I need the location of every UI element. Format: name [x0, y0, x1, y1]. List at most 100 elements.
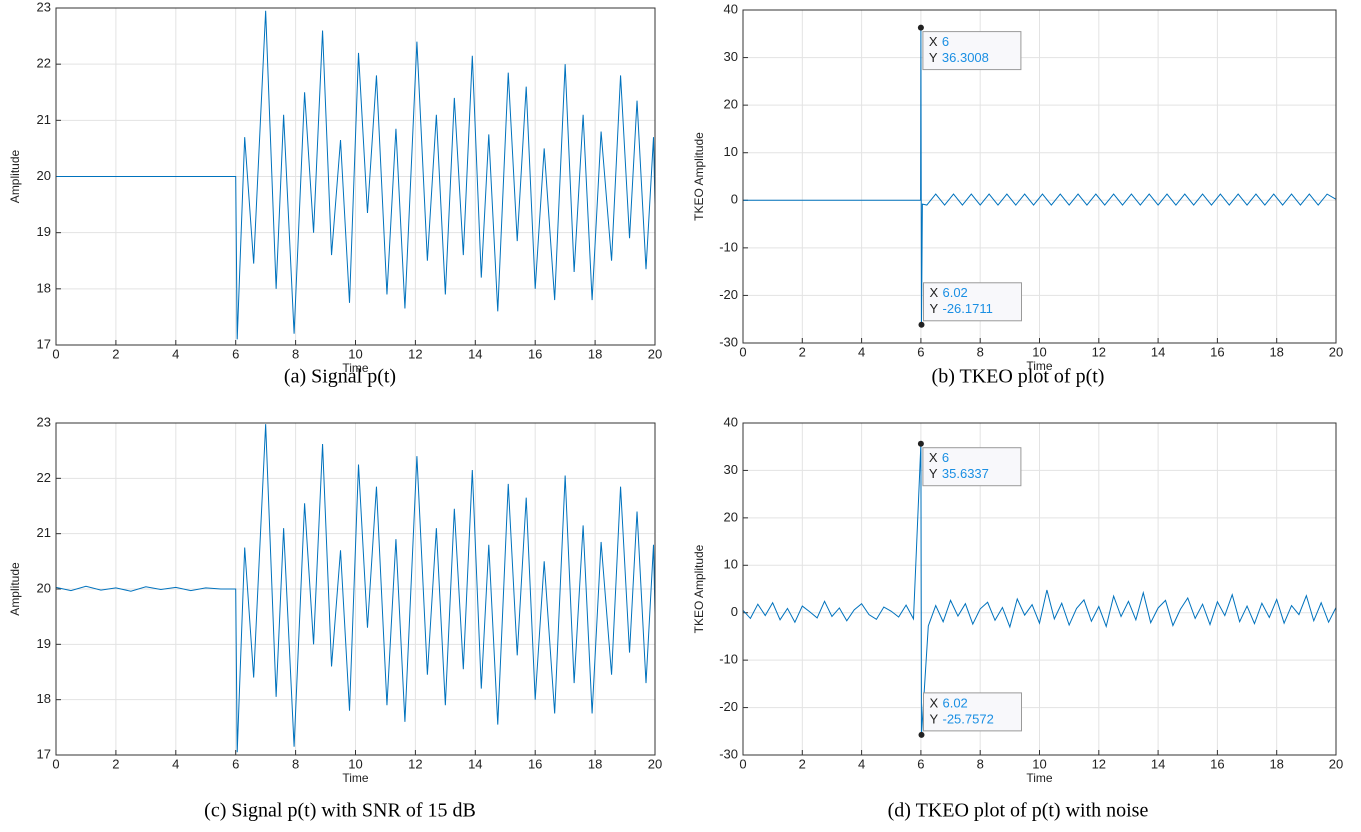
x-tick-label: 16: [528, 756, 542, 771]
x-tick-label: 18: [1269, 344, 1283, 359]
datatip-x-label: X: [929, 695, 938, 710]
data-line: [743, 27, 1337, 325]
x-tick-label: 2: [799, 756, 806, 771]
datatip-y-value: 36.3008: [942, 50, 989, 65]
x-tick-label: 6: [232, 756, 239, 771]
datatip-marker: [917, 440, 924, 447]
datatip-box: [922, 31, 1022, 71]
x-tick-label: 6: [917, 756, 924, 771]
datatip-y-value: -25.7572: [942, 711, 993, 726]
datatip-marker: [917, 24, 924, 31]
x-tick-label: 10: [1032, 344, 1046, 359]
x-tick-label: 0: [52, 756, 59, 771]
datatip-x-label: X: [929, 285, 938, 300]
y-tick-label: -10: [719, 652, 738, 667]
y-axis-label: TKEO Amplitude: [692, 132, 706, 221]
axes-box: [742, 9, 1337, 344]
y-tick-label: 21: [37, 525, 51, 540]
x-tick-label: 18: [1269, 756, 1283, 771]
y-tick-label: 0: [731, 604, 738, 619]
x-axis-label: Time: [1026, 771, 1053, 785]
x-tick-label: 0: [52, 346, 59, 361]
x-tick-label: 8: [292, 346, 299, 361]
x-tick-label: 6: [232, 346, 239, 361]
datatip-y-label: Y: [929, 711, 938, 726]
x-tick-label: 16: [1210, 756, 1224, 771]
x-tick-label: 4: [172, 346, 179, 361]
x-tick-label: 8: [977, 344, 984, 359]
x-tick-label: 20: [1329, 344, 1343, 359]
caption: (a) Signal p(t): [284, 366, 396, 388]
y-tick-label: 19: [37, 636, 51, 651]
y-tick-label: 20: [724, 97, 738, 112]
x-tick-label: 8: [292, 756, 299, 771]
datatip-x-value: 6.02: [942, 695, 967, 710]
x-axis-label: Time: [342, 771, 369, 785]
x-axis-label: Time: [1026, 359, 1053, 373]
x-tick-label: 14: [1151, 756, 1165, 771]
y-tick-label: 20: [724, 509, 738, 524]
x-tick-label: 2: [112, 346, 119, 361]
x-tick-label: 18: [588, 346, 602, 361]
datatip-y-label: Y: [929, 301, 938, 316]
y-tick-label: 40: [724, 414, 738, 429]
datatip-x-label: X: [929, 34, 938, 49]
caption: (b) TKEO plot of p(t): [932, 366, 1105, 388]
x-tick-label: 0: [739, 344, 746, 359]
datatip-y-label: Y: [929, 466, 938, 481]
x-tick-label: 2: [112, 756, 119, 771]
y-axis-label: TKEO Amplitude: [692, 544, 706, 633]
y-tick-label: 20: [37, 580, 51, 595]
x-tick-label: 4: [172, 756, 179, 771]
y-tick-label: 10: [724, 144, 738, 159]
x-tick-label: 12: [408, 346, 422, 361]
x-tick-label: 12: [1092, 756, 1106, 771]
x-tick-label: 14: [468, 346, 482, 361]
y-tick-label: 18: [37, 691, 51, 706]
y-tick-label: -20: [719, 287, 738, 302]
x-tick-label: 10: [348, 756, 362, 771]
x-tick-label: 2: [799, 344, 806, 359]
x-tick-label: 14: [468, 756, 482, 771]
x-tick-label: 12: [408, 756, 422, 771]
x-tick-label: 20: [648, 756, 662, 771]
data-line: [56, 10, 656, 340]
y-tick-label: 23: [37, 414, 51, 429]
y-tick-label: 23: [37, 0, 51, 14]
x-tick-label: 16: [528, 346, 542, 361]
x-tick-label: 10: [1032, 756, 1046, 771]
y-tick-label: 22: [37, 470, 51, 485]
y-tick-label: -10: [719, 239, 738, 254]
x-tick-label: 0: [739, 756, 746, 771]
x-tick-label: 4: [858, 756, 865, 771]
x-tick-label: 10: [348, 346, 362, 361]
y-tick-label: 30: [724, 49, 738, 64]
y-axis-label: Amplitude: [8, 150, 22, 204]
datatip-x-value: 6.02: [942, 285, 967, 300]
datatip-box: [922, 447, 1022, 487]
y-tick-label: -20: [719, 699, 738, 714]
y-tick-label: 10: [724, 557, 738, 572]
datatip-x-value: 6: [942, 450, 949, 465]
y-tick-label: 0: [731, 192, 738, 207]
x-tick-label: 14: [1151, 344, 1165, 359]
x-axis-label: Time: [342, 361, 369, 375]
y-tick-label: 40: [724, 1, 738, 16]
x-tick-label: 8: [977, 756, 984, 771]
axes-box: [55, 7, 656, 346]
datatip-box: [922, 282, 1022, 322]
y-tick-label: 17: [37, 746, 51, 761]
caption: (d) TKEO plot of p(t) with noise: [888, 800, 1149, 822]
x-tick-label: 18: [588, 756, 602, 771]
x-tick-label: 4: [858, 344, 865, 359]
x-tick-label: 20: [648, 346, 662, 361]
datatip-x-value: 6: [942, 34, 949, 49]
y-tick-label: 20: [37, 168, 51, 183]
axes-box: [55, 422, 656, 756]
x-tick-label: 12: [1092, 344, 1106, 359]
x-tick-label: 16: [1210, 344, 1224, 359]
datatip-y-value: -26.1711: [942, 301, 992, 316]
y-tick-label: -30: [719, 334, 738, 349]
datatip-x-label: X: [929, 450, 938, 465]
